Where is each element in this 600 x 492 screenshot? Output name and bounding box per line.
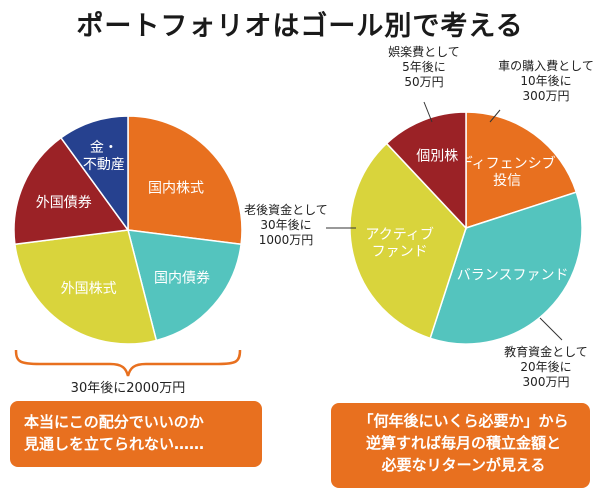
- slice-label: ディフェンシブ: [459, 155, 556, 172]
- callout-line: [539, 317, 563, 341]
- pie-slice: [126, 229, 242, 342]
- pie-slice: [14, 229, 158, 345]
- slice-label: 不動産: [83, 157, 125, 173]
- pie-slice: [429, 191, 583, 345]
- goal-label: 300万円: [523, 375, 570, 389]
- note-right-line: 逆算すれば毎月の積立金額と: [365, 434, 561, 452]
- note-left-box: 本当にこの配分でいいのか 見通しを立てられない……: [10, 401, 262, 467]
- page-title: ポートフォリオはゴール別で考える: [76, 11, 524, 42]
- slice-label: 個別株: [416, 148, 458, 164]
- slice-label: 外国債券: [36, 195, 92, 211]
- goal-label: 5年後に: [402, 60, 446, 74]
- goal-label: 30年後に: [260, 218, 311, 232]
- note-right-line: 必要なリターンが見える: [381, 456, 546, 474]
- goal-label: 1000万円: [259, 233, 314, 247]
- pie-slice: [127, 115, 243, 246]
- slice-label: ファンド: [372, 244, 428, 260]
- pie-slice: [385, 111, 467, 230]
- note-right-line: 「何年後にいくら必要か」から: [358, 412, 569, 430]
- slice-label: バランスファンド: [457, 268, 569, 284]
- slice-label: 金・: [90, 140, 118, 156]
- slice-label: アクティブ: [365, 226, 433, 243]
- goal-label: 車の購入費として: [498, 58, 594, 73]
- slice-label: 外国株式: [61, 281, 117, 297]
- pie-slice: [349, 142, 467, 340]
- slice-label: 国内債券: [154, 271, 210, 287]
- goal-label: 老後資金として: [244, 202, 328, 217]
- goal-label: 娯楽費として: [388, 44, 460, 59]
- goal-label: 10年後に: [520, 74, 571, 88]
- callout-line: [489, 109, 501, 123]
- goal-label: 50万円: [404, 75, 443, 89]
- goal-label: 教育資金として: [504, 344, 588, 359]
- bracket-label: 30年後に2000万円: [71, 381, 186, 396]
- note-right-box: 「何年後にいくら必要か」から 逆算すれば毎月の積立金額と 必要なリターンが見える: [331, 403, 590, 488]
- pie-slice: [13, 136, 130, 246]
- goal-label: 20年後に: [520, 360, 571, 374]
- pie-slice: [465, 111, 578, 230]
- goal-label: 300万円: [523, 89, 570, 103]
- note-left-line: 本当にこの配分でいいのか: [24, 413, 204, 431]
- bracket: [14, 349, 242, 377]
- pie-slice: [59, 115, 129, 233]
- slice-label: 投信: [493, 173, 521, 189]
- note-left-line: 見通しを立てられない……: [24, 435, 205, 453]
- callout-line: [423, 101, 433, 123]
- slice-label: 国内株式: [148, 181, 204, 197]
